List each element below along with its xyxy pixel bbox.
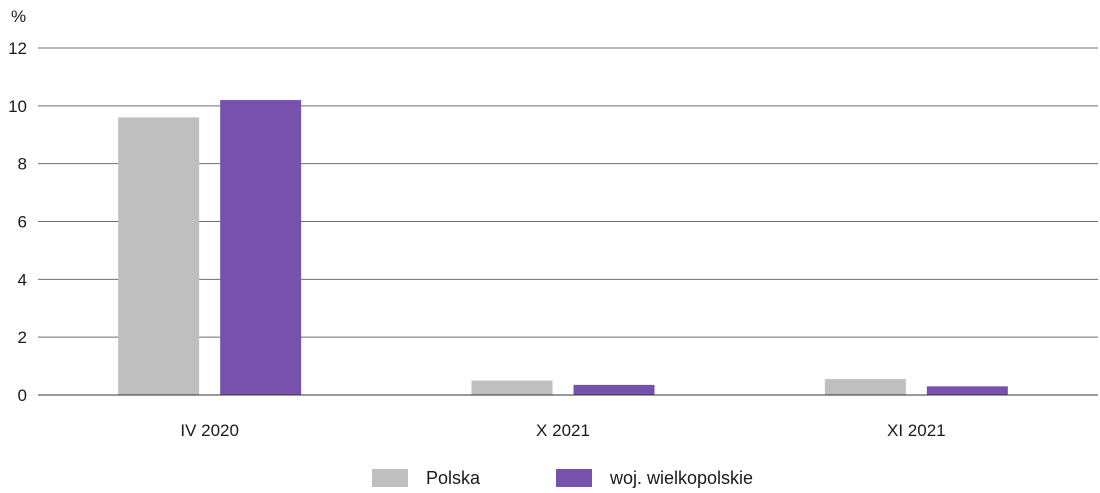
- x-tick-label: XI 2021: [887, 421, 946, 440]
- y-tick-label: 6: [18, 213, 27, 232]
- x-tick-label: IV 2020: [180, 421, 239, 440]
- y-tick-label: 0: [18, 386, 27, 405]
- y-axis-unit-label: %: [11, 7, 26, 26]
- legend-swatch: [372, 469, 408, 487]
- bar: [118, 117, 200, 396]
- y-tick-label: 10: [8, 97, 27, 116]
- y-axis-ticks: 0 2 4 6 8 10 12: [8, 39, 27, 405]
- legend-label: woj. wielkopolskie: [609, 468, 753, 488]
- bar: [471, 380, 553, 395]
- legend: Polska woj. wielkopolskie: [372, 468, 753, 488]
- y-tick-label: 8: [18, 155, 27, 174]
- x-axis-ticks: IV 2020 X 2021 XI 2021: [180, 421, 945, 440]
- bar: [824, 379, 906, 395]
- y-tick-label: 4: [18, 270, 27, 289]
- gridlines: [38, 47, 1098, 338]
- bars: [118, 100, 1008, 396]
- y-tick-label: 2: [18, 328, 27, 347]
- x-tick-label: X 2021: [536, 421, 590, 440]
- bar: [573, 384, 655, 395]
- bar: [926, 386, 1008, 395]
- legend-swatch: [556, 469, 592, 487]
- legend-label: Polska: [426, 468, 481, 488]
- bar: [220, 100, 302, 396]
- y-tick-label: 12: [8, 39, 27, 58]
